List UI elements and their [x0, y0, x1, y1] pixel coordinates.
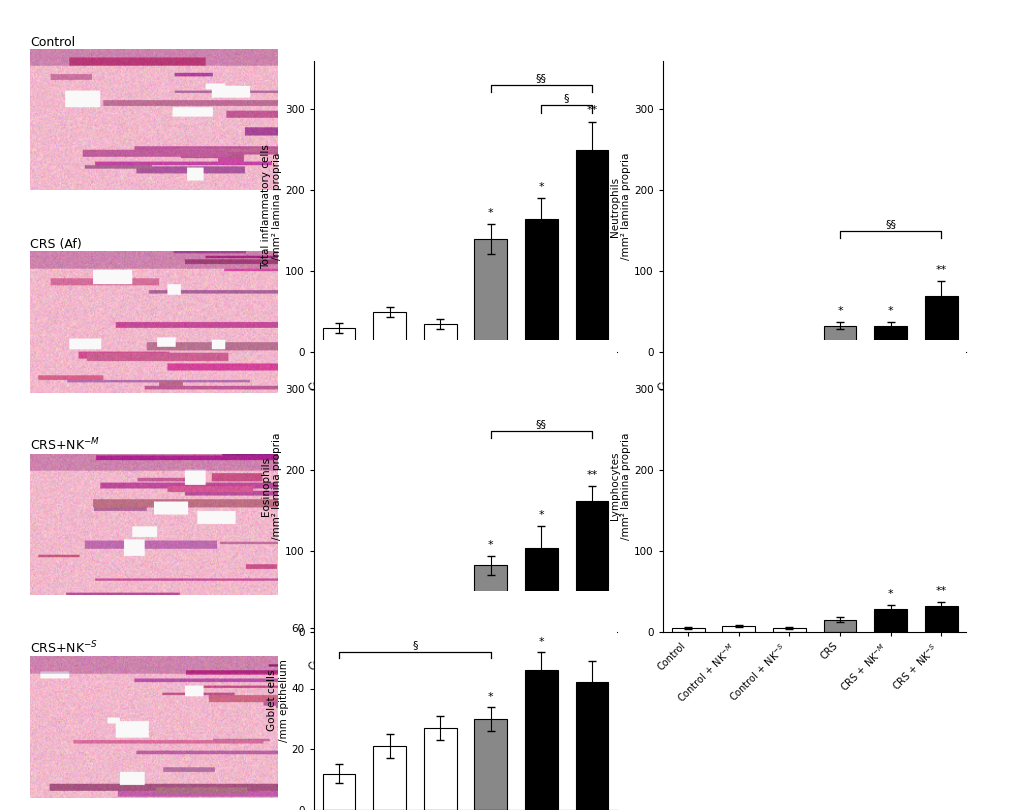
- Bar: [722, 626, 754, 632]
- Bar: [772, 348, 805, 352]
- Bar: [874, 609, 906, 632]
- Bar: [525, 671, 557, 810]
- Bar: [424, 617, 456, 632]
- Bar: [671, 628, 704, 632]
- Bar: [924, 606, 956, 632]
- Text: CRS+NK$^{-S}$: CRS+NK$^{-S}$: [30, 640, 98, 656]
- Text: §§: §§: [536, 73, 546, 83]
- Text: CRS (Af): CRS (Af): [30, 238, 82, 251]
- Bar: [575, 150, 608, 352]
- Bar: [525, 548, 557, 632]
- Bar: [823, 326, 855, 352]
- Bar: [424, 324, 456, 352]
- Text: *: *: [887, 589, 893, 599]
- Y-axis label: Neutrophils
/mm² lamina propria: Neutrophils /mm² lamina propria: [610, 153, 631, 260]
- Bar: [373, 609, 405, 632]
- Bar: [671, 348, 704, 352]
- Bar: [474, 719, 507, 810]
- Text: §: §: [563, 93, 569, 103]
- Y-axis label: Eosinophils
/mm² lamina propria: Eosinophils /mm² lamina propria: [261, 433, 282, 539]
- Bar: [525, 219, 557, 352]
- Bar: [772, 628, 805, 632]
- Y-axis label: Total inflammatory cells
/mm² lamina propria: Total inflammatory cells /mm² lamina pro…: [261, 144, 282, 269]
- Text: **: **: [934, 265, 946, 275]
- Text: **: **: [934, 586, 946, 596]
- Bar: [722, 347, 754, 352]
- Bar: [575, 682, 608, 810]
- Bar: [575, 501, 608, 632]
- Bar: [373, 746, 405, 810]
- Text: *: *: [538, 509, 544, 520]
- Bar: [924, 296, 956, 352]
- Bar: [474, 565, 507, 632]
- Bar: [424, 728, 456, 810]
- Text: *: *: [538, 182, 544, 193]
- Text: *: *: [836, 306, 842, 317]
- Text: **: **: [585, 105, 598, 115]
- Bar: [323, 328, 355, 352]
- Bar: [323, 774, 355, 810]
- Text: **: **: [585, 470, 598, 480]
- Text: *: *: [887, 306, 893, 317]
- Text: *: *: [538, 637, 544, 647]
- Text: Control: Control: [30, 36, 76, 49]
- Text: CRS+NK$^{-M}$: CRS+NK$^{-M}$: [30, 437, 100, 454]
- Y-axis label: Lymphocytes
/mm² lamina propria: Lymphocytes /mm² lamina propria: [610, 433, 631, 539]
- Bar: [373, 312, 405, 352]
- Text: §§: §§: [885, 219, 895, 228]
- Bar: [874, 326, 906, 352]
- Text: §: §: [411, 641, 418, 650]
- Text: *: *: [487, 208, 493, 219]
- Text: *: *: [487, 539, 493, 550]
- Bar: [323, 622, 355, 632]
- Text: *: *: [487, 693, 493, 702]
- Bar: [474, 239, 507, 352]
- Bar: [823, 620, 855, 632]
- Y-axis label: Goblet cells
/mm epithelium: Goblet cells /mm epithelium: [267, 659, 288, 742]
- Text: §§: §§: [536, 419, 546, 428]
